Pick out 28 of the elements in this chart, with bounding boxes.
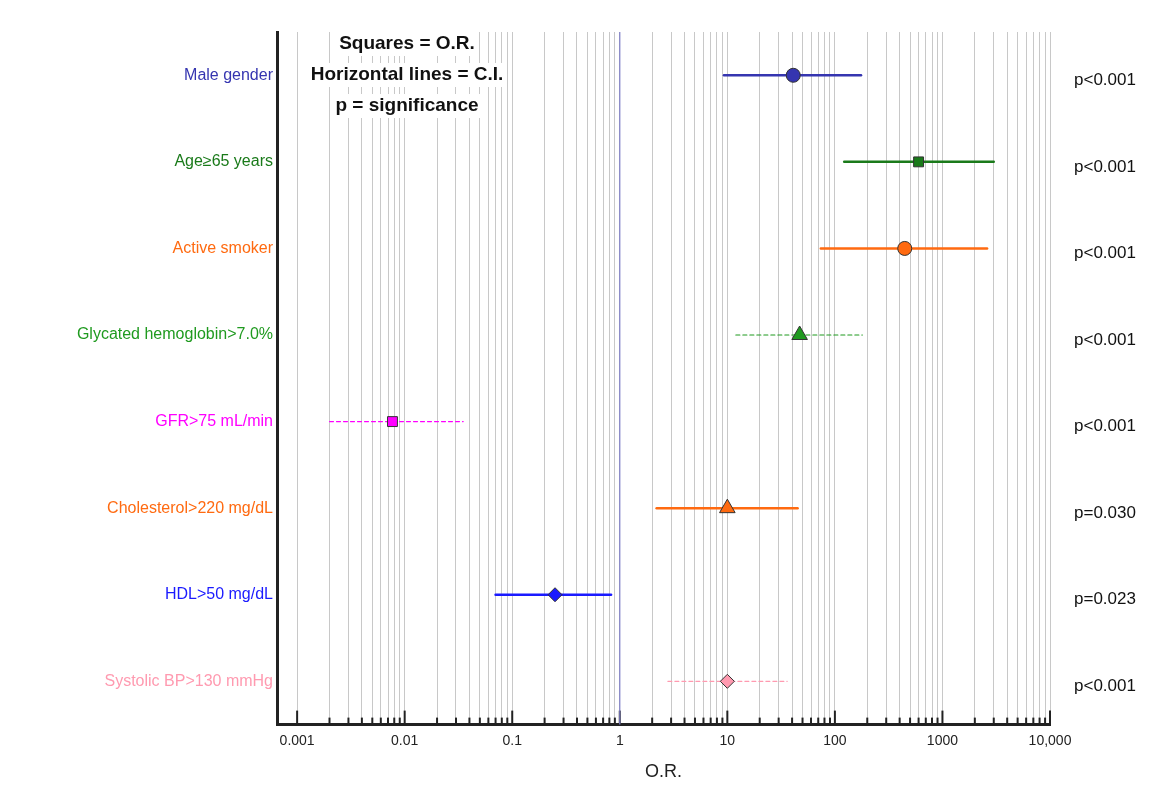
text: p<0.001 — [1074, 243, 1136, 263]
text: p<0.001 — [1074, 69, 1136, 89]
x-axis-title: O.R. — [644, 761, 683, 782]
x-tick-label: 0.1 — [502, 731, 523, 748]
x-tick-label: 100 — [823, 731, 847, 748]
text: p<0.001 — [1074, 676, 1136, 695]
x-tick-label: 1 — [615, 731, 624, 748]
y-tick-label: HDL>50 mg/dL — [164, 585, 274, 603]
text: p=0.030 — [1074, 502, 1136, 522]
y-tick-label: Male gender — [184, 65, 274, 83]
text: p=0.023 — [1074, 589, 1136, 609]
y-tick-label: Glycated hemoglobin>7.0% — [76, 325, 273, 343]
x-tick-label: 0.01 — [391, 731, 419, 748]
y-tick-label: Cholesterol>220 mg/dL — [107, 498, 274, 516]
annotation: p = significance — [335, 94, 479, 116]
text: p<0.001 — [1074, 329, 1136, 349]
y-tick-label: Active smoker — [172, 238, 274, 256]
x-tick-label: 10,000 — [1028, 731, 1072, 748]
text: p<0.001 — [1074, 416, 1136, 436]
annotation: Horizontal lines = C.I. — [310, 63, 504, 85]
x-tick-label: 1000 — [926, 731, 959, 748]
y-tick-label: Age≥65 years — [174, 152, 273, 170]
y-tick-label: Systolic BP>130 mmHg — [104, 671, 273, 689]
x-tick-label: 0.001 — [279, 731, 315, 748]
x-tick-label: 10 — [719, 731, 736, 748]
annotation: Squares = O.R. — [339, 32, 475, 54]
y-tick-label: GFR>75 mL/min — [155, 411, 273, 429]
text: p<0.001 — [1074, 156, 1136, 176]
